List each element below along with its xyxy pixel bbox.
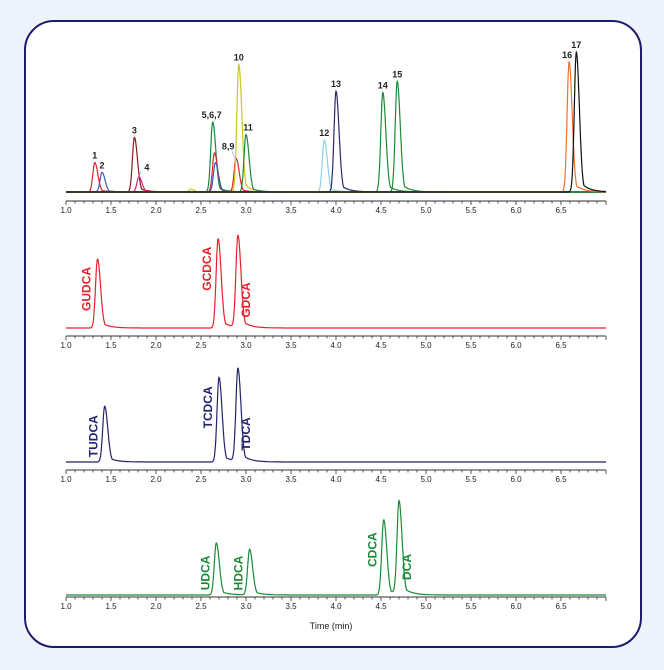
peak-trace-13 <box>66 89 606 193</box>
x-tick-label: 3.0 <box>240 341 252 350</box>
compound-label-tcdca: TCDCA <box>201 386 215 428</box>
x-tick-label: 4.5 <box>375 602 387 611</box>
x-tick-label: 1.5 <box>105 206 117 215</box>
peak-label-5-6-7: 5,6,7 <box>202 110 222 120</box>
x-tick-label: 4.0 <box>330 341 342 350</box>
peak-label-15: 15 <box>392 69 402 79</box>
peak-trace-5,6,7 <box>66 121 606 193</box>
x-tick-label: 1.5 <box>105 475 117 484</box>
peak-trace-4 <box>66 175 606 193</box>
x-tick-label: 1.0 <box>60 341 72 350</box>
compound-label-gcdca: GCDCA <box>200 246 214 290</box>
x-tick-label: 5.5 <box>465 475 477 484</box>
compound-label-gdca: GDCA <box>239 282 253 318</box>
x-tick-label: 2.5 <box>195 341 207 350</box>
peak-label-3: 3 <box>132 125 137 135</box>
compound-label-cdca: CDCA <box>366 532 380 567</box>
x-tick-label: 5.5 <box>465 341 477 350</box>
compound-label-dca: DCA <box>400 554 414 580</box>
x-tick-label: 5.0 <box>420 602 432 611</box>
x-tick-label: 4.5 <box>375 475 387 484</box>
x-tick-label: 4.0 <box>330 206 342 215</box>
compound-label-tdca: TDCA <box>239 417 253 451</box>
x-tick-label: 6.5 <box>555 341 567 350</box>
peak-label-8-9: 8,9 <box>222 141 235 151</box>
peak-label-10: 10 <box>234 53 244 63</box>
compound-label-udca: UDCA <box>198 555 212 590</box>
peak-trace-15 <box>66 79 606 193</box>
peak-label-2: 2 <box>99 160 104 170</box>
peak-trace-2 <box>66 171 606 193</box>
x-tick-label: 1.0 <box>60 602 72 611</box>
x-tick-label: 3.5 <box>285 341 297 350</box>
x-tick-label: 5.5 <box>465 602 477 611</box>
x-tick-label: 5.0 <box>420 475 432 484</box>
trace-taurine-conjugated <box>66 367 606 463</box>
x-tick-label: 2.0 <box>150 475 162 484</box>
x-tick-label: 2.0 <box>150 341 162 350</box>
x-tick-label: 2.0 <box>150 602 162 611</box>
trace-glycine-conjugated <box>66 234 606 329</box>
x-tick-label: 2.5 <box>195 206 207 215</box>
peak-label-11: 11 <box>243 123 253 133</box>
figure-card <box>24 20 642 648</box>
peak-label-17: 17 <box>571 40 581 50</box>
x-tick-label: 5.5 <box>465 206 477 215</box>
peak-trace-17 <box>66 50 606 193</box>
peak-label-13: 13 <box>331 79 341 89</box>
peak-label-16: 16 <box>562 50 572 60</box>
x-tick-label: 1.0 <box>60 206 72 215</box>
x-tick-label: 4.0 <box>330 475 342 484</box>
x-tick-label: 5.0 <box>420 206 432 215</box>
x-tick-label: 2.0 <box>150 206 162 215</box>
x-tick-label: 4.5 <box>375 206 387 215</box>
x-tick-label: 2.5 <box>195 475 207 484</box>
x-tick-label: 3.0 <box>240 602 252 611</box>
compound-label-gudca: GUDCA <box>80 267 94 311</box>
compound-label-hdca: HDCA <box>232 555 246 590</box>
leader-line <box>231 151 236 160</box>
x-tick-label: 1.5 <box>105 341 117 350</box>
x-tick-label: 6.5 <box>555 206 567 215</box>
x-tick-label: 1.5 <box>105 602 117 611</box>
peak-label-12: 12 <box>319 128 329 138</box>
x-tick-label: 6.0 <box>510 475 522 484</box>
x-tick-label: 3.5 <box>285 602 297 611</box>
x-tick-label: 6.5 <box>555 602 567 611</box>
x-tick-label: 2.5 <box>195 602 207 611</box>
x-tick-label: 3.5 <box>285 206 297 215</box>
x-tick-label: 3.0 <box>240 206 252 215</box>
x-tick-label: 3.5 <box>285 475 297 484</box>
x-axis-title: Time (min) <box>309 621 353 631</box>
x-tick-label: 6.0 <box>510 602 522 611</box>
peak-label-14: 14 <box>378 81 388 91</box>
x-tick-label: 1.0 <box>60 475 72 484</box>
trace-free <box>66 499 606 596</box>
x-tick-label: 6.0 <box>510 206 522 215</box>
peak-trace-14 <box>66 91 606 193</box>
compound-label-tudca: TUDCA <box>87 415 101 457</box>
x-tick-label: 3.0 <box>240 475 252 484</box>
peak-label-4: 4 <box>144 163 149 173</box>
x-tick-label: 4.0 <box>330 602 342 611</box>
peak-label-1: 1 <box>92 151 97 161</box>
leader-line <box>137 171 142 180</box>
x-tick-label: 6.5 <box>555 475 567 484</box>
x-tick-label: 6.0 <box>510 341 522 350</box>
x-tick-label: 5.0 <box>420 341 432 350</box>
x-tick-label: 4.5 <box>375 341 387 350</box>
